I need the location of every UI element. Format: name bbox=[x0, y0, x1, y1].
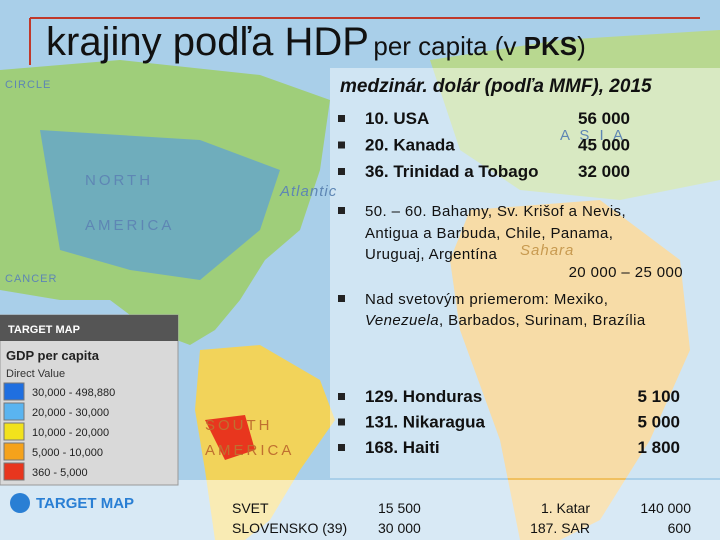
above-line: Venezuela, Barbados, Surinam, Brazília bbox=[365, 312, 646, 329]
item-label: 10. USA bbox=[365, 109, 429, 128]
footer-label: SVET bbox=[232, 500, 269, 516]
legend-rows: 30,000 - 498,880 20,000 - 30,000 10,000 - … bbox=[3, 382, 115, 481]
title: krajiny podľa HDP per capita (v PKS) bbox=[46, 20, 586, 64]
map-label: AMERICA bbox=[85, 217, 174, 234]
footer-label: 187. SAR bbox=[530, 520, 590, 536]
footer-value: 15 500 bbox=[378, 500, 421, 516]
top-list: 10. USA 56 000 20. Kanada 45 000 36. Trinida… bbox=[338, 109, 630, 181]
item-value: 5 100 bbox=[637, 387, 680, 406]
legend-range: 20,000 - 30,000 bbox=[32, 407, 109, 419]
legend-swatch bbox=[3, 382, 25, 401]
above-average: Nad svetovým priemerom: Mexiko, Venezuel… bbox=[338, 291, 646, 329]
item-label: 131. Nikaragua bbox=[365, 413, 486, 432]
bullet bbox=[338, 393, 345, 400]
footer: SVET 15 500 1. Katar 140 000 SLOVENSKO (39) 3… bbox=[232, 500, 691, 536]
eurasia bbox=[430, 30, 720, 200]
map-label: SOUTH bbox=[205, 417, 273, 434]
legend-brand: TARGET MAP bbox=[8, 324, 80, 336]
legend-subtitle: Direct Value bbox=[6, 368, 65, 380]
subtitle: medzinár. dolár (podľa MMF), 2015 bbox=[340, 76, 652, 97]
item-label: 168. Haiti bbox=[365, 438, 440, 457]
legend-swatch bbox=[3, 402, 25, 421]
logo-text: TARGET MAP bbox=[36, 495, 134, 512]
legend-swatch bbox=[3, 422, 25, 441]
bullet bbox=[338, 168, 345, 175]
group-value: 20 000 – 25 000 bbox=[569, 264, 683, 281]
map-label: NORTH bbox=[85, 172, 153, 189]
footer-label: 1. Katar bbox=[541, 500, 590, 516]
footer-value: 600 bbox=[668, 520, 692, 536]
footer-label: SLOVENSKO (39) bbox=[232, 520, 347, 536]
item-value: 32 000 bbox=[578, 162, 630, 181]
legend: TARGET MAP GDP per capita Direct Value 3… bbox=[0, 314, 179, 486]
item-label: 20. Kanada bbox=[365, 136, 455, 155]
bottom-list: 129. Honduras 5 100 131. Nikaragua 5 000 168… bbox=[338, 387, 680, 457]
item-value: 45 000 bbox=[578, 136, 630, 155]
legend-header bbox=[0, 315, 178, 341]
bullet bbox=[338, 418, 345, 426]
footer-overlay bbox=[0, 480, 720, 540]
africa bbox=[450, 200, 690, 540]
footer-value: 30 000 bbox=[378, 520, 421, 536]
legend-panel bbox=[0, 314, 179, 486]
group-line: Uruguaj, Argentína bbox=[365, 246, 498, 263]
bullet bbox=[338, 295, 345, 302]
item-label: 36. Trinidad a Tobago bbox=[365, 162, 539, 181]
map-label: CIRCLE bbox=[5, 79, 51, 91]
logo: TARGET MAP bbox=[10, 493, 134, 513]
bullet bbox=[338, 115, 345, 122]
legend-range: 10,000 - 20,000 bbox=[32, 427, 109, 439]
map-label: Atlantic bbox=[279, 183, 337, 200]
item-value: 5 000 bbox=[637, 413, 680, 432]
bullet bbox=[338, 207, 345, 214]
logo-icon bbox=[10, 493, 30, 513]
bullet bbox=[338, 141, 345, 149]
above-line: Nad svetovým priemerom: Mexiko, bbox=[365, 291, 608, 308]
bullet bbox=[338, 444, 345, 451]
legend-title: GDP per capita bbox=[6, 348, 100, 363]
group: 50. – 60. Bahamy, Sv. Krišof a Nevis, An… bbox=[338, 203, 683, 281]
bolivia bbox=[205, 415, 255, 460]
map-label: AMERICA bbox=[205, 442, 294, 459]
map-label: Sahara bbox=[520, 242, 574, 259]
item-label: 129. Honduras bbox=[365, 387, 482, 406]
legend-swatch bbox=[3, 462, 25, 481]
text-overlay bbox=[330, 68, 720, 478]
legend-range: 30,000 - 498,880 bbox=[32, 387, 115, 399]
item-value: 1 800 bbox=[637, 438, 680, 457]
legend-range: 360 - 5,000 bbox=[32, 467, 88, 479]
map-label: CANCER bbox=[5, 273, 57, 285]
footer-value: 140 000 bbox=[640, 500, 691, 516]
group-line: Antigua a Barbuda, Chile, Panama, bbox=[365, 225, 613, 242]
group-line: 50. – 60. Bahamy, Sv. Krišof a Nevis, bbox=[365, 203, 626, 220]
map-label: A S I A bbox=[560, 127, 626, 144]
item-value: 56 000 bbox=[578, 109, 630, 128]
usa-region bbox=[40, 130, 280, 280]
legend-swatch bbox=[3, 442, 25, 461]
legend-range: 5,000 - 10,000 bbox=[32, 447, 103, 459]
